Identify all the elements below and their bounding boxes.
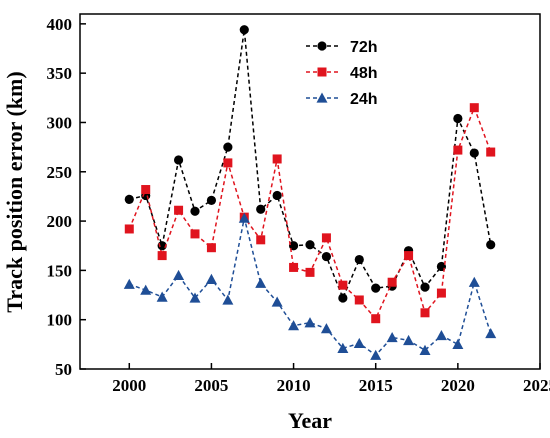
y-tick-label: 150 [47,261,73,280]
data-point-24h [485,328,497,339]
data-point-24h [452,338,464,350]
x-tick-label: 2015 [359,376,393,395]
data-point-48h [338,280,348,290]
data-point-48h [404,251,414,261]
x-axis-title: Year [288,408,332,433]
legend-marker [317,41,327,51]
data-point-24h [337,342,349,353]
y-tick-label: 100 [47,311,73,330]
data-point-72h [486,240,496,250]
data-point-48h [436,288,446,298]
data-point-72h [354,254,364,265]
data-point-48h [272,154,282,164]
data-point-24h [238,212,250,223]
data-point-48h [354,295,364,305]
data-point-48h [206,243,216,253]
legend-label: 72h [350,39,378,56]
legend-item-48h: 48h [306,65,378,82]
data-point-24h [403,334,415,346]
series-line-72h [129,29,492,300]
x-tick-label: 2000 [112,376,146,395]
data-point-72h [420,282,430,292]
data-point-24h [304,317,316,328]
series-72h [124,25,496,303]
legend: 72h 48h 24h [306,39,378,108]
data-point-72h [190,206,200,216]
data-point-48h [289,262,299,272]
data-point-24h [353,337,365,349]
x-tick-label: 2010 [277,376,311,395]
data-point-24h [173,269,185,280]
data-point-24h [189,292,201,303]
data-point-24h [140,284,152,295]
data-point-24h [320,323,332,334]
data-point-72h [124,194,134,204]
y-tick-label: 300 [47,113,73,132]
data-point-72h [206,195,217,205]
series-24h [123,212,497,360]
data-point-48h [453,145,463,155]
data-point-24h [123,278,135,289]
data-point-48h [256,235,266,245]
data-point-72h [223,142,233,152]
data-point-48h [141,185,151,195]
series-line-48h [128,105,492,321]
data-point-48h [190,229,200,239]
data-point-48h [420,308,430,318]
data-point-48h [371,314,381,324]
y-tick-label: 50 [55,360,72,379]
y-tick-label: 200 [47,212,73,231]
data-point-24h [156,291,168,302]
data-point-48h [486,147,496,157]
data-point-72h [173,155,184,165]
legend-label: 24h [350,91,378,108]
legend-item-72h: 72h [306,39,378,56]
data-point-48h [174,205,184,215]
data-point-48h [124,224,134,234]
legend-item-24h: 24h [306,91,378,108]
series-line-24h [129,217,492,357]
data-point-24h [288,320,300,331]
data-point-48h [387,277,397,287]
legend-marker [317,67,327,77]
data-point-72h [256,204,266,214]
y-tick-label: 350 [47,64,73,83]
data-point-48h [305,267,315,277]
data-point-48h [157,251,167,261]
data-point-24h [222,294,234,305]
data-point-24h [419,344,431,355]
data-point-24h [255,277,267,288]
data-point-72h [272,190,282,201]
data-point-24h [435,329,447,341]
plot-frame [79,13,541,370]
y-tick-label: 400 [47,15,73,34]
data-point-72h [305,240,315,250]
data-point-72h [453,113,463,124]
x-tick-label: 2020 [441,376,475,395]
data-point-48h [223,158,233,168]
data-point-72h [338,293,348,303]
data-point-72h [321,251,332,262]
y-axis-title: Track position error (km) [2,71,27,312]
data-point-48h [469,103,479,113]
data-point-24h [386,331,398,343]
y-tick-label: 250 [47,163,73,182]
x-tick-label: 2005 [194,376,228,395]
series-layer [123,25,497,360]
data-point-24h [205,273,217,284]
series-48h [124,103,496,324]
data-point-72h [371,283,381,293]
data-point-48h [321,233,331,243]
data-point-24h [271,296,283,307]
data-point-24h [468,276,480,287]
legend-label: 48h [350,65,378,82]
data-point-24h [370,349,382,360]
data-point-72h [239,25,249,35]
legend-marker [316,92,328,103]
data-point-72h [469,148,479,158]
